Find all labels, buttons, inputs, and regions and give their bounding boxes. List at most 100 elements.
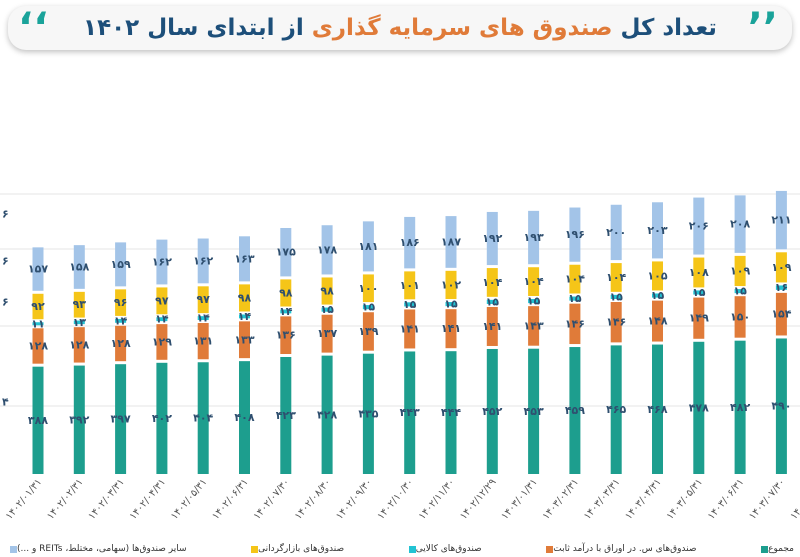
- data-label-s3-c5: ۹۸: [238, 291, 252, 304]
- bar-segment-s1-c17: [734, 296, 746, 338]
- bar-segment-s4-c4: [197, 238, 209, 284]
- cropped-label-2: ۶: [2, 296, 9, 309]
- bar-segment-s4-c10: [445, 216, 457, 268]
- data-label-s4-c0: ۱۵۷: [28, 263, 48, 276]
- data-label-s1-c10: ۱۴۱: [441, 322, 461, 335]
- data-label-s0-c16: ۴۷۸: [689, 401, 709, 414]
- legend-label-4: سایر صندوق‌ها (سهامی، مختلط، REITs و ...…: [17, 544, 187, 554]
- bar-segment-s4-c14: [610, 204, 622, 261]
- bar-segment-s0-c3: [156, 362, 168, 474]
- bar-segment-s3-c18: [775, 252, 787, 283]
- legend-item-4: سایر صندوق‌ها (سهامی، مختلط، REITs و ...…: [6, 541, 187, 557]
- data-label-s2-c3: ۱۴: [155, 313, 169, 326]
- data-label-s2-c5: ۱۴: [238, 310, 252, 323]
- bar-segment-s3-c1: [73, 291, 85, 318]
- legend-swatch-1: [546, 545, 554, 553]
- legend-item-0: مجموع: [757, 541, 794, 557]
- data-label-s3-c17: ۱۰۹: [730, 264, 750, 277]
- x-tick-label-16: ۱۴۰۳/۰۵/۳۱: [665, 477, 705, 522]
- bar-segment-s3-c8: [362, 274, 374, 303]
- data-label-s3-c9: ۱۰۱: [400, 279, 420, 292]
- data-label-s0-c17: ۴۸۲: [730, 401, 750, 414]
- x-tick-label-14: ۱۴۰۳/۰۳/۳۱: [582, 477, 622, 522]
- data-label-s0-c15: ۴۶۸: [647, 403, 667, 416]
- x-tick-label-15: ۱۴۰۳/۰۴/۳۱: [623, 477, 663, 522]
- bar-segment-s4-c17: [734, 195, 746, 253]
- data-label-s0-c13: ۴۵۹: [565, 404, 585, 417]
- bar-segment-s3-c12: [528, 267, 540, 296]
- bar-segment-s0-c0: [32, 366, 44, 474]
- title-part-3: از ابتدای سال ۱۴۰۲: [83, 15, 304, 41]
- data-label-s4-c6: ۱۷۵: [276, 246, 296, 259]
- data-label-s0-c6: ۴۲۳: [276, 409, 296, 422]
- data-label-s0-c8: ۴۳۵: [358, 407, 378, 420]
- data-label-s1-c2: ۱۲۸: [111, 337, 131, 350]
- data-label-s2-c11: ۱۵: [486, 295, 500, 308]
- data-label-s3-c16: ۱۰۸: [689, 266, 709, 279]
- data-label-s4-c11: ۱۹۲: [482, 232, 502, 245]
- data-label-s4-c1: ۱۵۸: [69, 260, 89, 273]
- data-label-s0-c4: ۴۰۴: [193, 412, 213, 425]
- legend-label-0: مجموع: [768, 544, 794, 554]
- title-part-1: تعداد کل: [620, 15, 717, 41]
- data-label-s2-c2: ۱۴: [114, 314, 128, 327]
- bar-segment-s4-c13: [569, 207, 581, 262]
- title-banner: ‘‘ تعداد کل صندوق های سرمایه گذاری از اب…: [8, 6, 792, 50]
- bar-segment-s2-c16: [693, 290, 705, 295]
- bar-segment-s4-c5: [239, 236, 250, 282]
- data-label-s0-c14: ۴۶۵: [606, 403, 626, 416]
- bar-segment-s3-c15: [652, 261, 663, 291]
- data-label-s4-c4: ۱۶۲: [193, 254, 213, 267]
- bar-segment-s1-c7: [321, 314, 333, 353]
- data-label-s4-c9: ۱۸۶: [400, 236, 420, 249]
- data-label-s3-c15: ۱۰۵: [647, 269, 667, 282]
- data-label-s0-c3: ۴۰۲: [152, 412, 172, 425]
- bar-segment-s2-c4: [197, 316, 209, 321]
- legend-item-1: صندوق‌های س. در اوراق با درآمد ثابت: [542, 541, 697, 557]
- data-label-s2-c8: ۱۵: [362, 301, 376, 314]
- data-label-s1-c1: ۱۲۸: [69, 338, 89, 351]
- bar-segment-s4-c1: [73, 245, 85, 289]
- data-label-s4-c2: ۱۵۹: [111, 258, 131, 271]
- bar-segment-s0-c17: [734, 340, 746, 474]
- bar-segment-s0-c8: [362, 353, 374, 474]
- bar-segment-s0-c2: [115, 364, 127, 474]
- data-label-s4-c15: ۲۰۳: [647, 224, 667, 237]
- data-label-s2-c15: ۱۵: [651, 289, 665, 302]
- bar-segment-s1-c2: [115, 325, 127, 362]
- data-label-s3-c6: ۹۸: [279, 286, 293, 299]
- bar-segment-s2-c15: [652, 293, 663, 298]
- bar-segment-s2-c5: [239, 314, 250, 319]
- bar-segment-s1-c12: [528, 306, 540, 346]
- legend-label-1: صندوق‌های س. در اوراق با درآمد ثابت: [553, 544, 697, 554]
- bar-segment-s4-c16: [693, 197, 705, 255]
- legend-label-3: صندوق‌های بازارگردانی: [258, 544, 345, 554]
- data-label-s0-c1: ۳۹۲: [69, 413, 89, 426]
- legend-swatch-0: [761, 545, 769, 553]
- data-label-s4-c13: ۱۹۶: [565, 228, 585, 241]
- legend-swatch-3: [251, 545, 259, 553]
- legend-item-2: صندوق‌های کالایی: [405, 541, 482, 557]
- bar-segment-s0-c16: [693, 341, 705, 474]
- data-label-s2-c13: ۱۵: [568, 292, 582, 305]
- quote-mark-left: ‘‘: [18, 5, 49, 51]
- bar-segment-s0-c5: [239, 361, 250, 474]
- quote-mark-right: ’’: [747, 5, 778, 51]
- data-label-s3-c12: ۱۰۴: [524, 275, 544, 288]
- bar-segment-s4-c3: [156, 239, 168, 285]
- data-label-s0-c10: ۴۴۴: [441, 406, 461, 419]
- bar-segment-s1-c0: [32, 328, 44, 364]
- bar-segment-s0-c6: [280, 356, 292, 474]
- data-label-s1-c9: ۱۴۱: [400, 322, 420, 335]
- bar-segment-s3-c7: [321, 277, 333, 305]
- bar-segment-s1-c13: [569, 303, 581, 345]
- x-tick-label-6: ۱۴۰۲/۰۷/۳۰: [252, 477, 292, 522]
- data-label-s1-c11: ۱۴۱: [482, 320, 502, 333]
- data-label-s1-c15: ۱۴۸: [647, 315, 667, 328]
- bar-segment-s3-c16: [693, 257, 705, 288]
- data-label-s3-c14: ۱۰۴: [606, 271, 626, 284]
- cropped-label-1: ۶: [2, 255, 9, 268]
- bar-segment-s1-c15: [652, 300, 663, 342]
- bar-segment-s2-c11: [486, 299, 498, 304]
- bar-segment-s2-c3: [156, 317, 168, 322]
